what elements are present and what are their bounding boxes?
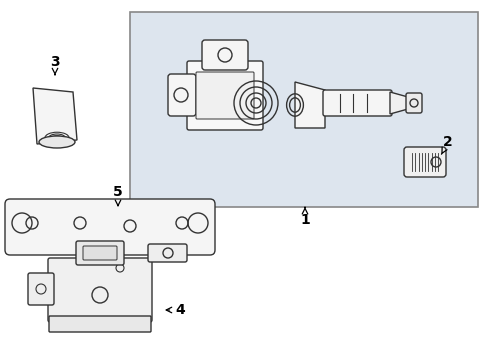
FancyBboxPatch shape [196,72,254,119]
FancyBboxPatch shape [168,74,196,116]
FancyBboxPatch shape [406,93,422,113]
Bar [130,12,478,207]
FancyBboxPatch shape [5,199,215,255]
Text: 5: 5 [113,185,123,206]
FancyBboxPatch shape [49,316,151,332]
Ellipse shape [39,136,75,148]
FancyBboxPatch shape [83,246,117,260]
Text: 4: 4 [166,303,185,317]
FancyBboxPatch shape [48,258,152,322]
FancyBboxPatch shape [187,61,263,130]
FancyBboxPatch shape [148,244,187,262]
FancyBboxPatch shape [323,90,392,116]
Polygon shape [295,82,325,128]
FancyBboxPatch shape [404,147,446,177]
FancyBboxPatch shape [28,273,54,305]
Polygon shape [390,92,408,114]
Text: 3: 3 [50,55,60,75]
Text: 1: 1 [300,207,310,227]
FancyBboxPatch shape [202,40,248,70]
Polygon shape [33,88,77,144]
FancyBboxPatch shape [76,241,124,265]
Text: 2: 2 [441,135,453,154]
